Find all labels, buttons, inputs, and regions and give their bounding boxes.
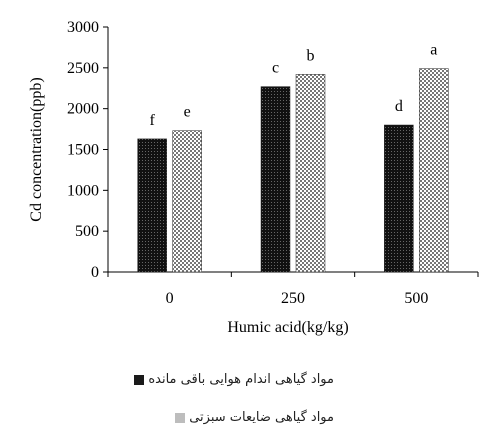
legend-swatch-2 (175, 412, 186, 423)
x-tick-label-2: 500 (404, 290, 428, 307)
bar-series1-0 (137, 138, 167, 273)
legend-label-2: مواد گیاهی ضایعات سبزتی (189, 410, 334, 425)
data-label-series1-0: f (150, 112, 156, 129)
y-tick-label-6: 3000 (67, 19, 99, 36)
bar-series2-250 (295, 74, 326, 273)
legend-label-1: مواد گیاهی اندام هوایی باقی مانده (148, 372, 334, 387)
plot-area: 0 500 1000 1500 2000 2500 3000 f e 0 c b 250 d a 500 Hum… (28, 19, 479, 336)
bar-series1-250 (260, 86, 291, 273)
y-tick-label-1: 500 (75, 223, 99, 240)
bar-series2-0 (172, 130, 202, 273)
y-tick-label-5: 2500 (67, 60, 99, 77)
x-tick-label-0: 0 (166, 290, 174, 307)
bar-chart: 0 500 1000 1500 2000 2500 3000 f e 0 c b 250 d a 500 Hum… (28, 19, 479, 336)
data-label-series2-0: e (184, 104, 191, 121)
x-axis-title: Humic acid(kg/kg) (227, 319, 348, 336)
y-tick-label-0: 0 (91, 264, 99, 281)
bar-series1-500 (384, 124, 414, 273)
y-tick-label-3: 1500 (67, 142, 99, 159)
y-tick-label-2: 1000 (67, 182, 99, 199)
data-label-series1-250: c (272, 60, 279, 77)
data-label-series2-500: a (430, 42, 437, 59)
legend-item-2: مواد گیاهی ضایعات سبزتی (175, 410, 334, 425)
y-axis-title: Cd concentration(ppb) (28, 77, 45, 221)
x-tick-label-1: 250 (281, 290, 305, 307)
y-tick-label-4: 2000 (67, 101, 99, 118)
legend-item-1: مواد گیاهی اندام هوایی باقی مانده (134, 372, 334, 387)
data-label-series1-500: d (395, 98, 403, 115)
data-label-series2-250: b (307, 47, 315, 64)
bar-series2-500 (419, 68, 449, 273)
legend-swatch-1 (134, 374, 145, 385)
